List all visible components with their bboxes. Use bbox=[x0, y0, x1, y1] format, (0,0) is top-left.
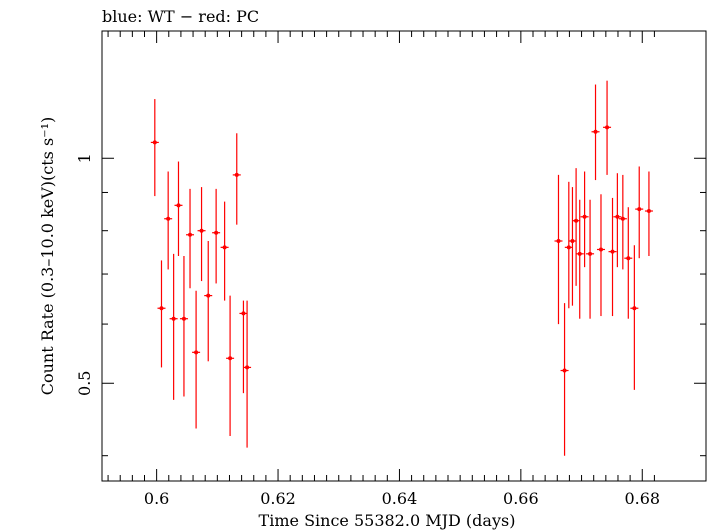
data-point bbox=[608, 197, 617, 317]
data-marker bbox=[582, 214, 587, 219]
data-marker bbox=[574, 218, 579, 223]
x-tick-label: 0.64 bbox=[382, 489, 418, 508]
data-point bbox=[174, 161, 183, 256]
data-marker bbox=[181, 316, 186, 321]
data-marker bbox=[234, 172, 239, 177]
data-point bbox=[554, 174, 563, 325]
data-marker bbox=[577, 251, 582, 256]
data-marker bbox=[228, 356, 233, 361]
y-axis-label: Count Rate (0.3–10.0 keV)(cts s⁻¹) bbox=[38, 117, 57, 396]
data-marker bbox=[632, 306, 637, 311]
data-marker bbox=[593, 129, 598, 134]
x-tick-label: 0.6 bbox=[144, 489, 169, 508]
data-point bbox=[580, 171, 589, 268]
data-point bbox=[560, 303, 569, 456]
chart-title: blue: WT − red: PC bbox=[102, 7, 259, 26]
data-marker bbox=[241, 311, 246, 316]
data-point bbox=[564, 181, 573, 309]
data-point bbox=[197, 187, 206, 282]
data-marker bbox=[194, 350, 199, 355]
data-point bbox=[179, 256, 188, 397]
data-marker bbox=[610, 249, 615, 254]
data-marker bbox=[615, 214, 620, 219]
data-point bbox=[575, 199, 584, 319]
data-point bbox=[150, 99, 159, 197]
data-marker bbox=[188, 232, 193, 237]
data-marker bbox=[626, 256, 631, 261]
data-marker bbox=[556, 238, 561, 243]
plot-frame bbox=[101, 30, 707, 482]
data-point bbox=[591, 84, 600, 181]
data-point bbox=[243, 300, 252, 448]
data-point bbox=[613, 173, 622, 268]
y-tick-label: 0.5 bbox=[75, 371, 94, 396]
data-point bbox=[572, 168, 581, 286]
data-marker bbox=[166, 216, 171, 221]
y-tick-label: 1 bbox=[75, 153, 94, 163]
data-point bbox=[630, 245, 639, 390]
data-marker bbox=[605, 125, 610, 130]
data-marker bbox=[570, 238, 575, 243]
data-marker bbox=[620, 216, 625, 221]
data-marker bbox=[171, 316, 176, 321]
data-marker bbox=[646, 209, 651, 214]
data-marker bbox=[214, 230, 219, 235]
data-point bbox=[157, 260, 166, 368]
data-marker bbox=[176, 203, 181, 208]
x-axis: 0.6 0.62 0.64 0.66 0.68 bbox=[107, 31, 660, 508]
data-point bbox=[192, 290, 201, 429]
data-marker bbox=[566, 245, 571, 250]
data-marker bbox=[562, 368, 567, 373]
data-marker bbox=[206, 293, 211, 298]
data-point bbox=[204, 240, 213, 362]
x-tick-label: 0.62 bbox=[260, 489, 296, 508]
data-point bbox=[232, 133, 241, 225]
data-point bbox=[635, 166, 644, 259]
data-marker bbox=[199, 228, 204, 233]
data-point bbox=[568, 187, 577, 306]
x-tick-label: 0.66 bbox=[503, 489, 539, 508]
data-marker bbox=[637, 207, 642, 212]
data-point bbox=[644, 171, 653, 256]
data-point bbox=[239, 300, 248, 394]
data-point bbox=[164, 171, 173, 270]
data-point bbox=[226, 295, 235, 437]
data-point bbox=[169, 253, 178, 400]
data-point bbox=[618, 174, 627, 270]
data-marker bbox=[152, 140, 157, 145]
data-point bbox=[624, 207, 633, 319]
x-tick-label: 0.68 bbox=[624, 489, 660, 508]
data-marker bbox=[159, 306, 164, 311]
data-marker bbox=[588, 251, 593, 256]
x-axis-label: Time Since 55382.0 MJD (days) bbox=[259, 511, 516, 530]
data-marker bbox=[222, 245, 227, 250]
data-point bbox=[603, 80, 612, 175]
data-marker bbox=[598, 247, 603, 252]
y-axis: 0.51 bbox=[75, 153, 706, 457]
data-series bbox=[150, 80, 653, 456]
data-point bbox=[186, 188, 195, 289]
data-marker bbox=[245, 365, 250, 370]
data-point bbox=[586, 199, 595, 319]
data-point bbox=[220, 201, 229, 301]
data-point bbox=[212, 188, 221, 284]
data-point bbox=[596, 194, 605, 317]
